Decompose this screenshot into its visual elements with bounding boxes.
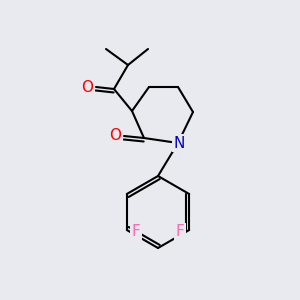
Text: F: F (131, 224, 140, 239)
Text: N: N (173, 136, 185, 151)
Text: F: F (176, 224, 184, 239)
Text: O: O (81, 80, 93, 94)
Text: O: O (109, 128, 121, 143)
